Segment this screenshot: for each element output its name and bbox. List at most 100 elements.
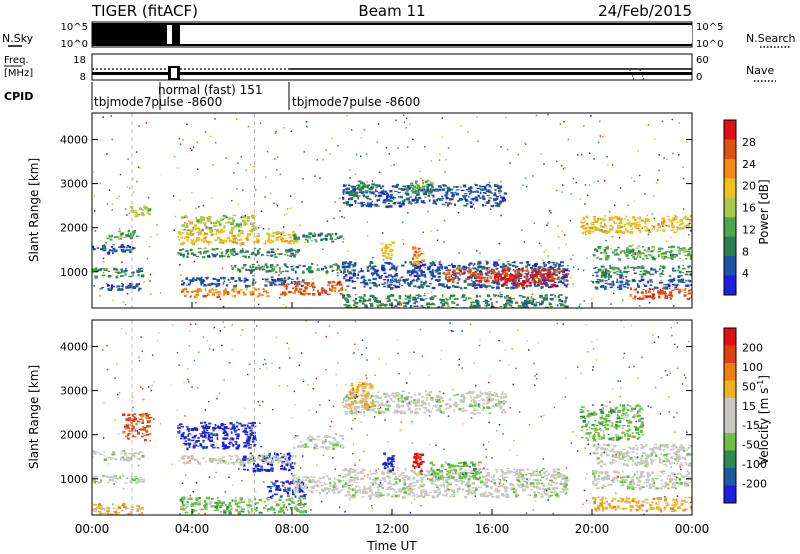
velocity-cell: [481, 405, 485, 407]
power-cell: [301, 293, 304, 296]
power-cell: [238, 226, 240, 229]
power-cell: [631, 266, 635, 269]
velocity-cell: [274, 480, 279, 483]
velocity-cell: [233, 427, 236, 430]
velocity-cell: [216, 447, 220, 449]
power-cell: [178, 239, 181, 241]
power-cell: [217, 279, 220, 282]
power-cell: [473, 262, 476, 265]
velocity-cell: [293, 483, 295, 485]
power-cell: [412, 257, 414, 261]
velocity-cell: [201, 457, 205, 460]
power-cell: [131, 210, 135, 213]
power-cell: [550, 275, 553, 277]
power-cell: [352, 195, 355, 197]
power-cell: [611, 266, 615, 270]
power-cell: [360, 193, 364, 194]
velocity-cell: [200, 421, 203, 425]
velocity-cell: [253, 444, 256, 447]
power-cell: [531, 273, 536, 276]
power-cell: [604, 276, 607, 279]
power-cell: [298, 264, 302, 266]
velocity-cell: [296, 445, 300, 448]
velocity-cell: [229, 507, 233, 509]
power-noise-cell: [633, 200, 636, 203]
power-cell: [427, 194, 430, 197]
power-noise-cell: [499, 292, 501, 294]
power-noise-cell: [460, 125, 462, 127]
power-cell: [268, 234, 270, 236]
velocity-cell: [271, 469, 274, 472]
power-cell: [439, 301, 443, 304]
power-noise-cell: [498, 259, 500, 261]
power-noise-cell: [430, 230, 432, 232]
power-cell: [312, 285, 315, 288]
velocity-cell: [300, 510, 305, 514]
power-cell: [253, 247, 257, 249]
power-cell: [668, 274, 672, 278]
power-cell: [373, 284, 376, 287]
velocity-cell: [210, 432, 213, 436]
power-cell: [465, 296, 468, 300]
power-cell: [348, 261, 353, 264]
power-cell: [375, 194, 378, 198]
power-cell: [412, 246, 417, 250]
power-cell: [389, 257, 393, 260]
power-cell: [485, 185, 488, 187]
power-cell: [240, 279, 243, 282]
velocity-cell: [145, 433, 150, 436]
power-cell: [422, 187, 425, 190]
power-noise-cell: [314, 175, 316, 177]
power-cell: [633, 272, 637, 275]
velocity-cell: [245, 459, 249, 461]
power-cell: [464, 193, 468, 195]
power-cell: [317, 289, 319, 293]
velocity-cell: [197, 445, 200, 447]
velocity-cell: [198, 497, 201, 500]
power-cell: [641, 252, 646, 255]
power-cell: [603, 249, 607, 252]
power-cell: [497, 278, 502, 281]
power-cell: [348, 271, 352, 273]
power-cell: [549, 294, 553, 296]
power-cell: [446, 276, 450, 278]
power-cell: [501, 197, 506, 200]
velocity-cell: [293, 475, 296, 479]
power-cell: [313, 234, 317, 236]
velocity-cell: [295, 482, 299, 486]
power-cell: [664, 286, 669, 290]
power-cell: [557, 276, 560, 279]
power-noise-cell: [561, 191, 563, 193]
power-cell: [623, 251, 626, 255]
power-cell: [212, 233, 215, 235]
power-cell: [365, 299, 369, 302]
velocity-cell: [253, 465, 257, 467]
power-cell: [648, 288, 651, 290]
power-cell: [593, 226, 597, 228]
power-cell: [209, 283, 212, 287]
power-noise-cell: [652, 226, 655, 228]
cpid-label: CPID: [4, 90, 33, 103]
velocity-cell: [361, 395, 365, 397]
power-noise-cell: [220, 248, 222, 250]
power-cell: [550, 268, 554, 270]
power-cell: [203, 237, 207, 239]
power-cell: [682, 222, 684, 224]
power-noise-cell: [237, 203, 239, 205]
power-cell: [403, 185, 406, 188]
power-noise-cell: [349, 177, 351, 179]
power-cell: [597, 280, 601, 282]
power-cell: [262, 268, 264, 271]
power-noise-cell: [407, 212, 409, 214]
power-cell: [102, 271, 105, 274]
velocity-cell: [230, 505, 232, 508]
power-noise-cell: [319, 177, 321, 179]
velocity-cell: [241, 501, 246, 503]
velocity-cell: [492, 404, 495, 407]
power-cell: [189, 231, 192, 234]
power-cell: [234, 294, 236, 298]
velocity-cell: [291, 489, 294, 492]
power-cell: [414, 189, 416, 191]
power-cell: [499, 265, 504, 269]
power-cell: [293, 236, 298, 240]
